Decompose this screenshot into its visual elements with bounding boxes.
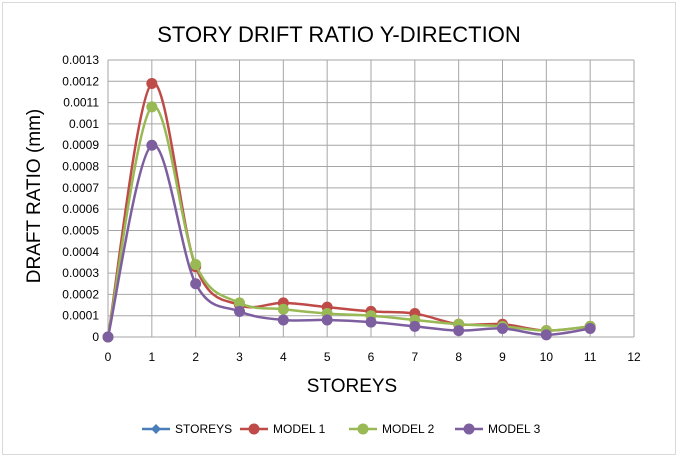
x-tick-label: 4 — [280, 350, 287, 364]
x-tick-label: 10 — [540, 350, 554, 364]
data-point-model-3 — [453, 325, 465, 337]
legend-swatch-marker — [151, 424, 161, 434]
legend: STOREYS MODEL 1 MODEL 2 MODEL 3 — [142, 422, 541, 436]
series-model-2 — [102, 101, 596, 343]
legend-label: STOREYS — [175, 422, 232, 436]
y-tick-label: 0.001 — [69, 117, 99, 131]
y-axis-title: DRAFT RATIO (mm) — [24, 109, 45, 284]
data-point-model-3 — [277, 314, 289, 326]
series-line-model-3 — [106, 143, 591, 338]
x-tick-label: 1 — [148, 350, 155, 364]
data-point-model-2 — [146, 101, 158, 113]
x-tick-label: 11 — [584, 350, 597, 364]
legend-label: MODEL 3 — [488, 422, 541, 436]
legend-label: MODEL 2 — [382, 422, 435, 436]
legend-swatch-marker — [463, 423, 475, 435]
x-tick-label: 5 — [324, 350, 331, 364]
y-tick-label: 0.0011 — [63, 96, 99, 110]
data-point-model-3 — [146, 139, 158, 151]
legend-swatch-marker — [357, 423, 369, 435]
data-point-model-2 — [234, 297, 245, 309]
x-tick-label: 12 — [627, 350, 641, 364]
x-tick-label: 7 — [411, 350, 418, 364]
y-tick-label: 0.0004 — [62, 245, 99, 259]
y-tick-labels: 0 0.0001 0.0002 0.0003 0.0004 0.0005 0.0006 0.0… — [62, 53, 99, 344]
legend-item-model-2: MODEL 2 — [349, 422, 435, 436]
chart-title: STORY DRIFT RATIO Y-DIRECTION — [157, 22, 520, 47]
y-tick-label: 0.0001 — [62, 309, 99, 323]
data-point-model-3 — [409, 320, 421, 332]
y-tick-label: 0.0003 — [62, 266, 99, 280]
x-tick-label: 2 — [192, 350, 199, 364]
x-tick-label: 0 — [105, 350, 112, 364]
y-tick-label: 0.0006 — [62, 202, 99, 216]
chart-frame — [2, 2, 676, 455]
legend-swatch-marker — [248, 423, 260, 435]
y-tick-label: 0.0013 — [62, 53, 99, 67]
legend-item-model-1: MODEL 1 — [240, 422, 326, 436]
data-point-model-1 — [146, 77, 158, 89]
x-tick-label: 6 — [368, 350, 375, 364]
x-tick-label: 3 — [236, 350, 243, 364]
x-tick-labels: 0 1 2 3 4 5 6 7 8 9 10 11 12 — [105, 350, 641, 364]
y-tick-label: 0 — [92, 330, 99, 344]
data-point-model-3 — [234, 305, 245, 317]
y-tick-label: 0.0007 — [62, 181, 99, 195]
x-tick-label: 9 — [499, 350, 506, 364]
series-line-model-1 — [106, 82, 591, 338]
series-model-3 — [102, 139, 596, 343]
series-line-model-2 — [106, 105, 591, 338]
y-tick-label: 0.0005 — [62, 223, 99, 237]
legend-item-storeys: STOREYS — [142, 422, 232, 436]
data-point-model-2 — [277, 303, 289, 315]
legend-item-model-3: MODEL 3 — [455, 422, 541, 436]
data-point-model-3 — [365, 316, 377, 328]
data-point-model-3 — [102, 331, 114, 343]
y-tick-label: 0.0002 — [62, 287, 99, 301]
data-point-model-3 — [321, 314, 333, 326]
y-tick-label: 0.0008 — [62, 160, 99, 174]
data-point-model-2 — [190, 259, 202, 271]
y-tick-label: 0.0012 — [62, 74, 99, 88]
grid-lines — [107, 59, 635, 338]
series-group — [102, 77, 596, 343]
data-point-model-3 — [190, 278, 202, 290]
data-point-model-3 — [584, 322, 596, 334]
y-tick-label: 0.0009 — [62, 138, 99, 152]
legend-label: MODEL 1 — [273, 422, 326, 436]
data-point-model-3 — [540, 329, 552, 341]
x-axis-title: STOREYS — [307, 376, 397, 397]
data-point-model-3 — [497, 322, 508, 334]
x-tick-label: 8 — [455, 350, 462, 364]
